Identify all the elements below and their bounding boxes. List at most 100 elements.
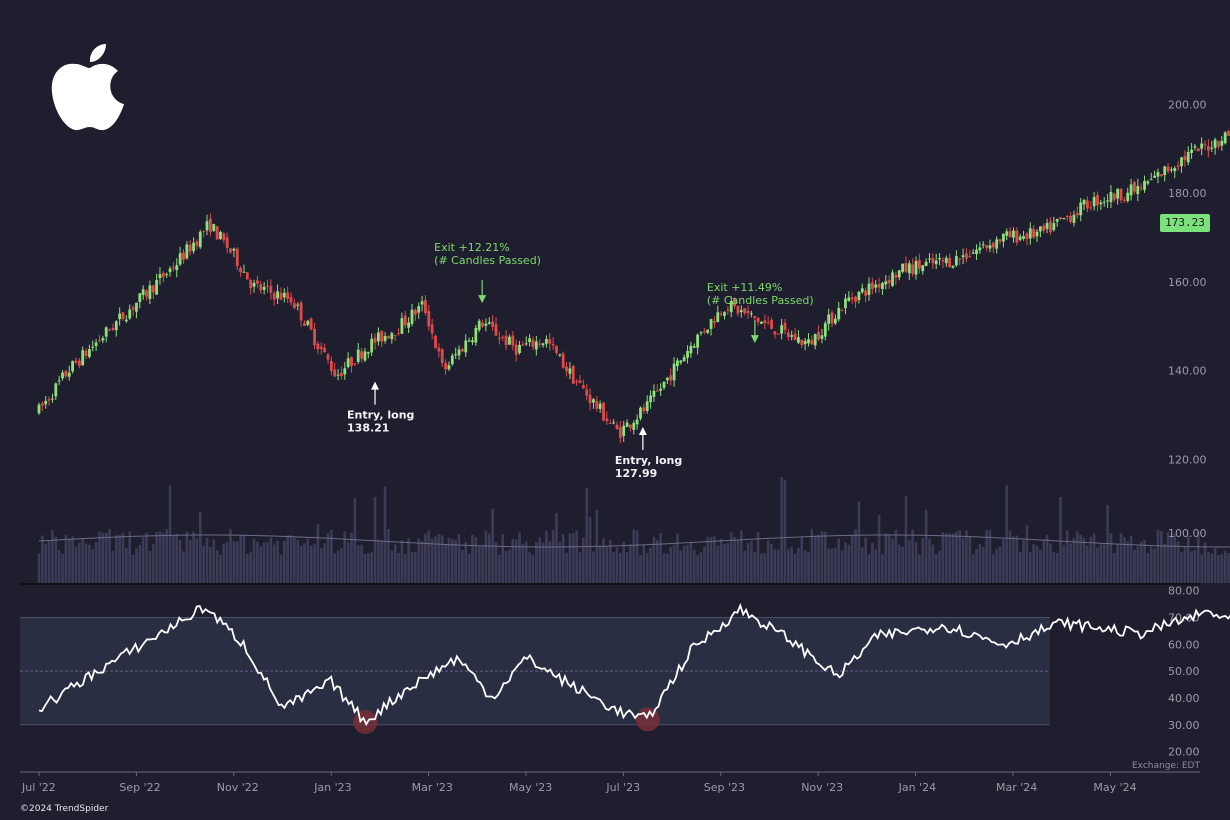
volume-bar [400,540,404,583]
volume-bar [111,551,115,583]
candle-body [249,279,253,289]
x-axis-label: Jul '22 [21,781,56,794]
volume-bar [699,552,703,583]
volume-bar [1099,542,1103,583]
candle-body [420,301,424,305]
volume-bar [252,538,256,583]
volume-bar [887,534,891,583]
candle-body [1035,231,1039,237]
candle-body [1059,217,1062,220]
volume-bar [824,531,827,583]
candle-body [568,368,572,374]
candle-body [615,424,619,430]
candle-body [598,403,602,409]
volume-bar [918,554,921,583]
volume-bar [1018,551,1022,583]
volume-bar [333,553,337,583]
candle-body [1217,141,1220,147]
candle-body [346,358,350,368]
candle-body [138,293,142,303]
candle-body [161,272,165,278]
candle-body [444,363,447,370]
volume-bar [1055,552,1059,583]
volume-bar [471,534,474,583]
volume-bar [800,537,804,583]
volume-bar [47,540,51,583]
candle-body [1119,188,1123,201]
volume-bar [182,551,185,583]
x-axis-label: Jan '24 [898,781,936,794]
volume-bar [185,531,189,583]
volume-bar [269,537,273,583]
volume-bar [655,540,659,583]
candle-body [279,292,283,300]
candle-body [575,381,579,383]
candle-body [259,284,263,291]
candle-body [1089,207,1093,209]
candle-body [474,327,478,343]
candle-body [457,349,461,356]
candle-body [914,260,918,275]
candle-body [1126,192,1130,202]
volume-bar [410,551,414,583]
candle-body [985,245,989,248]
volume-bar [1102,544,1106,583]
volume-bar [582,537,585,583]
candle-body [124,319,128,322]
entry-arrow-icon [371,381,380,390]
volume-bar [387,529,390,583]
candle-body [968,256,972,258]
volume-bar [175,533,179,583]
candle-body [524,343,528,345]
candle-body [659,388,663,391]
rsi-axis-tick: 50.00 [1168,665,1200,678]
entry-arrow-icon [638,427,647,436]
candle-body [1092,197,1096,207]
volume-bar [283,540,286,583]
volume-bar [346,542,350,583]
volume-bar [521,544,525,583]
candle-body [749,313,753,315]
volume-bar [37,553,41,583]
volume-bar [686,544,689,583]
candle-body [292,303,296,308]
rsi-line [38,602,1230,727]
candle-body [266,285,269,287]
price-axis-tick: 160.00 [1168,276,1207,289]
candle-body [618,427,622,439]
volume-bar [1220,553,1224,583]
candle-body [504,335,508,346]
volume-bar [877,514,881,583]
volume-bar [121,532,125,583]
x-axis-label: May '24 [1093,781,1136,794]
volume-bar [773,548,777,583]
candle-body [608,423,612,425]
volume-bar [1126,541,1130,583]
volume-bar [1180,552,1183,583]
entry-label: Entry, long [615,454,682,467]
candle-body [928,258,931,260]
candle-body [541,343,545,346]
candle-body [639,407,642,419]
volume-bar [709,537,713,583]
candle-body [602,402,605,421]
volume-bar [125,547,128,583]
volume-bar [71,536,74,583]
candle-body [521,344,525,346]
volume-bar [444,544,447,583]
volume-bar [1106,505,1109,583]
candle-body [786,332,790,337]
volume-bar [232,541,236,583]
volume-bar [41,535,44,583]
volume-bar [1183,546,1187,583]
candle-body [1062,217,1066,219]
candle-body [481,322,484,327]
candle-body [763,320,767,324]
candle-body [793,333,797,341]
volume-bar [911,529,914,583]
candle-body [208,218,212,233]
volume-bar [316,524,320,583]
candle-body [578,380,582,384]
volume-bar [770,543,773,583]
candle-body [306,320,310,325]
